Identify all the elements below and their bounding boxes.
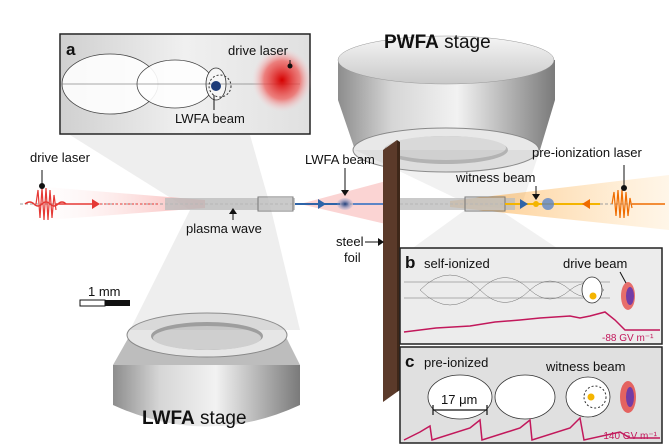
label-witness-beam: witness beam [455,170,540,200]
svg-text:foil: foil [344,250,361,265]
drive-laser-pulse [24,187,160,221]
pre-ionization-laser-cone [450,175,669,230]
panel-b-title: self-ionized [424,256,490,271]
panel-a-lwfa-beam-label: LWFA beam [175,111,245,126]
svg-text:17 μm: 17 μm [441,392,477,407]
svg-text:witness beam: witness beam [455,170,535,185]
panel-b-field-value: -88 GV m⁻¹ [602,333,654,344]
svg-text:plasma wave: plasma wave [186,221,262,236]
lwfa-projection-cone [70,135,300,330]
label-lwfa-beam: LWFA beam [305,152,375,196]
label-pre-ionization-laser: pre-ionization laser [532,145,643,191]
panel-b-projection [410,210,560,250]
svg-text:pre-ionization laser: pre-ionization laser [532,145,643,160]
lwfa-stage: LWFA stage [113,312,300,429]
panel-c-field-trace [403,416,660,441]
pwfa-stage-label: PWFA stage [384,32,491,53]
plasma-wave-train [165,196,515,212]
steel-foil [383,140,397,402]
pwfa-projection-cone [355,150,540,210]
label-steel-foil: steel foil [336,234,384,265]
panel-c-scale-bar: 17 μm [432,392,488,415]
panel-a-letter: a [66,40,76,59]
panel-a-drive-laser [252,48,312,112]
label-drive-laser: drive laser [30,150,91,189]
panel-a-lwfa-bunch [211,81,221,91]
panel-a-drive-laser-label: drive laser [228,43,289,58]
pwfa-stage: PWFA stage [337,32,555,173]
svg-text:steel: steel [336,234,364,249]
panel-b-letter: b [405,253,415,272]
lwfa-stage-label: LWFA stage [142,408,247,429]
panel-b: b self-ionized drive beam -88 GV m⁻¹ [399,247,663,345]
svg-text:drive laser: drive laser [30,150,91,165]
panel-c-field-value: -140 GV m⁻¹ [600,431,658,442]
panel-b-beam-label: drive beam [563,256,627,271]
label-plasma-wave: plasma wave [186,208,262,236]
panel-c-title: pre-ionized [424,355,488,370]
panel-a: a drive laser LWFA beam [59,33,312,135]
panel-c-beam-label: witness beam [545,359,625,374]
svg-text:LWFA beam: LWFA beam [305,152,375,167]
panel-b-field-trace [403,311,660,333]
panel-c: 17 μm c pre-ionized witness beam -140 GV… [399,346,663,444]
svg-text:1 mm: 1 mm [88,284,121,299]
panel-c-letter: c [405,352,414,371]
scale-bar-1mm: 1 mm [79,284,130,307]
